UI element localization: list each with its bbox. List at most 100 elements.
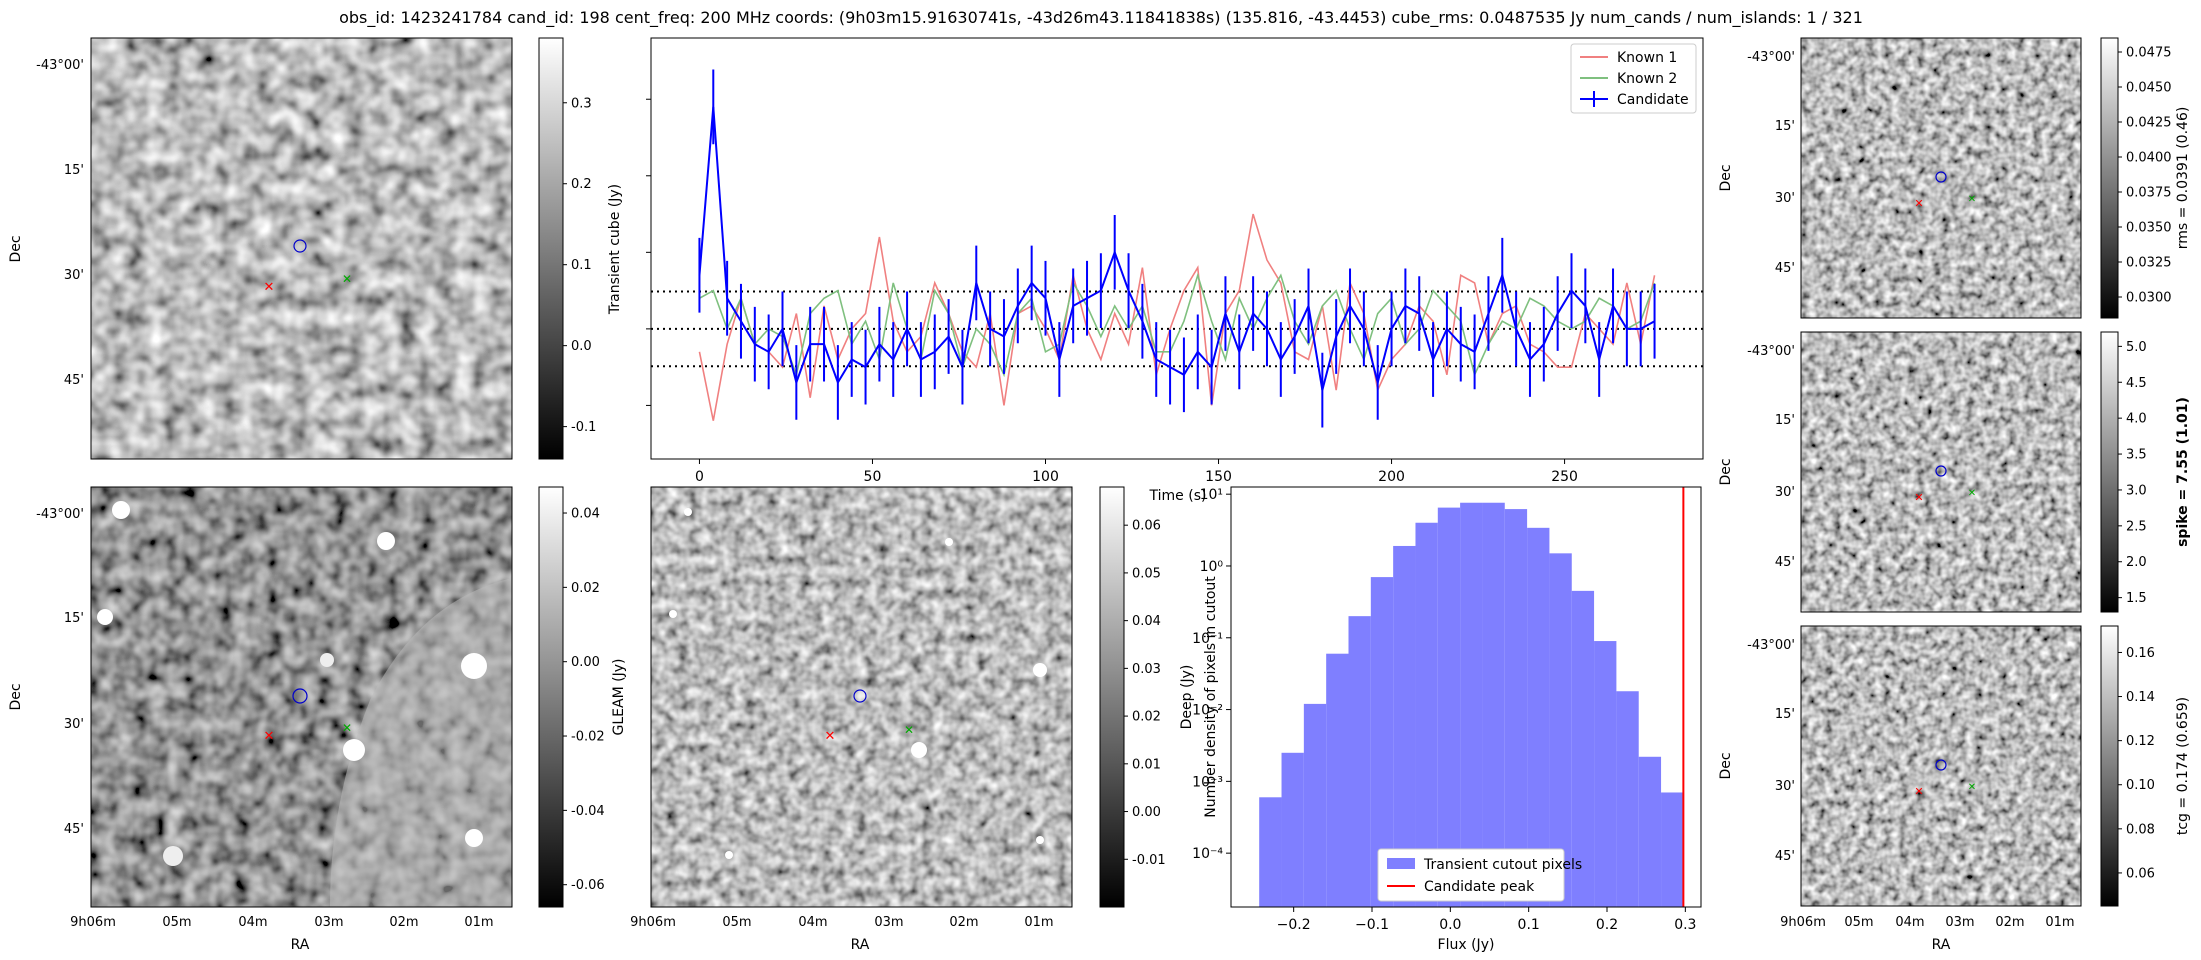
- lightcurve-axes-frame: [650, 37, 1704, 460]
- cbar-tick-label: 0.02: [571, 581, 600, 596]
- ra-tick: 04m: [238, 915, 267, 930]
- histogram-bar: [1638, 756, 1662, 907]
- histogram-bar: [1482, 502, 1505, 907]
- cbar-tick-label: 0.05: [1132, 566, 1161, 581]
- x-tick-label: 200: [1378, 469, 1405, 485]
- dec-tick: 15': [64, 163, 84, 178]
- histogram-xlabel: Flux (Jy): [1438, 937, 1495, 953]
- lightcurve-plot: 0 50 100 150 200 250 Time (s) Known 1 Known 2…: [646, 37, 1704, 504]
- candidate-marker-icon: [293, 239, 307, 253]
- ra-tick: 9h06m: [630, 915, 676, 930]
- ra-tick: 02m: [1995, 915, 2024, 930]
- dec-tick: 30': [1775, 779, 1795, 794]
- cbar-tick-label: -0.1: [571, 420, 596, 435]
- rms-image: [1801, 38, 2081, 318]
- ra-tick: 03m: [874, 915, 903, 930]
- ra-tick: 01m: [464, 915, 493, 930]
- cbar-tick-label: 0.3: [571, 96, 592, 111]
- dec-tick: 30': [1775, 485, 1795, 500]
- known1-marker-icon: ✕: [264, 280, 275, 295]
- cbar-tick-label: 0.10: [2126, 778, 2155, 793]
- histogram-bar: [1594, 641, 1617, 907]
- candidate-marker-icon: [1935, 171, 1947, 183]
- dec-tick: 30': [64, 268, 84, 283]
- transient-image: [91, 38, 512, 459]
- histogram-bar: [1571, 590, 1595, 907]
- y-tick-label: 10¹: [1200, 487, 1223, 503]
- legend-known2: Known 2: [1617, 71, 1677, 87]
- dec-tick: -43°00': [1747, 50, 1795, 65]
- y-tick-label: 10⁻³: [1192, 774, 1223, 790]
- deep-panel: ✕ ✕: [650, 486, 1073, 908]
- cbar-tick-label: 0.0: [571, 339, 592, 354]
- cbar-tick-label: 0.00: [571, 655, 600, 670]
- figure-title: obs_id: 1423241784 cand_id: 198 cent_fre…: [339, 8, 1863, 28]
- cbar-tick-label: 0.12: [2126, 734, 2155, 749]
- cbar-tick-label: 0.04: [1132, 614, 1161, 629]
- cbar-tick-label: 0.02: [1132, 710, 1161, 725]
- cbar-label-deep: Deep (Jy): [1179, 665, 1195, 730]
- cbar-tick-label: -0.06: [571, 878, 605, 893]
- dec-tick: 45': [1775, 849, 1795, 864]
- image-panels: ✕ ✕ ✕ ✕ ✕ ✕: [90, 37, 2082, 908]
- cbar-tick-label: 3.5: [2126, 448, 2147, 463]
- ra-tick: 05m: [162, 915, 191, 930]
- cbar-tick-label: 0.04: [571, 507, 600, 522]
- deep-image: [651, 487, 1072, 907]
- x-tick-label: 50: [864, 469, 882, 485]
- lightcurve-ticks: 0 50 100 150 200 250: [646, 98, 1578, 485]
- legend-hist: Transient cutout pixels: [1423, 857, 1582, 873]
- colorbar-deep: [1099, 486, 1125, 908]
- known2-marker-icon: ✕: [1968, 782, 1976, 793]
- dec-tick: 30': [64, 717, 84, 732]
- cbar-tick-label: 2.5: [2126, 519, 2147, 534]
- candidate-marker-icon: [1935, 465, 1947, 477]
- known2-marker-icon: ✕: [904, 723, 914, 737]
- known2-marker-icon: ✕: [342, 721, 352, 735]
- x-tick-label: −0.2: [1277, 917, 1311, 933]
- cbar-label-tcg: tcg = 0.174 (0.659): [2175, 697, 2191, 835]
- ra-tick: 05m: [722, 915, 751, 930]
- histogram-bar: [1393, 545, 1416, 907]
- series-line-known-2: [699, 272, 1656, 378]
- histogram-bar: [1303, 703, 1327, 907]
- cbar-tick-label: 0.06: [1132, 519, 1161, 534]
- colorbar-labels: Transient cube (Jy) GLEAM (Jy) Deep (Jy)…: [607, 107, 2191, 835]
- histogram-bar: [1326, 653, 1349, 907]
- colorbar-rms: [2100, 37, 2119, 319]
- cbar-label-rms: rms = 0.0391 (0.46): [2175, 107, 2191, 250]
- x-tick-label: 0.3: [1674, 917, 1696, 933]
- cbar-tick-label: 5.0: [2126, 340, 2147, 355]
- histogram-legend: Transient cutout pixels Candidate peak: [1377, 848, 1582, 902]
- histogram-axes-frame: [1230, 486, 1702, 908]
- histogram-bar: [1661, 792, 1684, 907]
- dec-label: Dec: [8, 683, 24, 710]
- ra-tick: 9h06m: [1780, 915, 1826, 930]
- cbar-tick-label: 0.0375: [2126, 186, 2172, 201]
- dec-tick: 15': [64, 611, 84, 626]
- x-tick-label: 250: [1551, 469, 1578, 485]
- cbar-label-spike: spike = 7.55 (1.01): [2175, 397, 2191, 547]
- cbar-tick-label: 0.14: [2126, 690, 2155, 705]
- cbar-tick-label: 0.08: [2126, 822, 2155, 837]
- ra-tick: 03m: [1945, 915, 1974, 930]
- ra-tick: 02m: [389, 915, 418, 930]
- legend-peak: Candidate peak: [1424, 879, 1535, 895]
- candidate-marker-icon: [292, 688, 308, 704]
- cbar-label-transient: Transient cube (Jy): [607, 184, 623, 315]
- candidate-marker-icon: [853, 689, 867, 703]
- histogram-bar: [1527, 527, 1550, 907]
- colorbars: [538, 37, 2119, 908]
- spike-panel: ✕ ✕: [1800, 331, 2082, 613]
- histogram-bar: [1460, 502, 1483, 907]
- ra-tick: 04m: [1895, 915, 1924, 930]
- x-tick-label: 0: [695, 469, 704, 485]
- dec-tick: -43°00': [36, 58, 84, 73]
- known2-marker-icon: ✕: [342, 272, 352, 286]
- tcg-image: [1801, 626, 2081, 906]
- cbar-tick-label: 0.06: [2126, 866, 2155, 881]
- sky-axes: -43°00' 15' 30' 45' Dec -43°00' 15' 30' …: [8, 50, 2075, 953]
- dec-tick: 45': [64, 822, 84, 837]
- dec-tick: -43°00': [1747, 344, 1795, 359]
